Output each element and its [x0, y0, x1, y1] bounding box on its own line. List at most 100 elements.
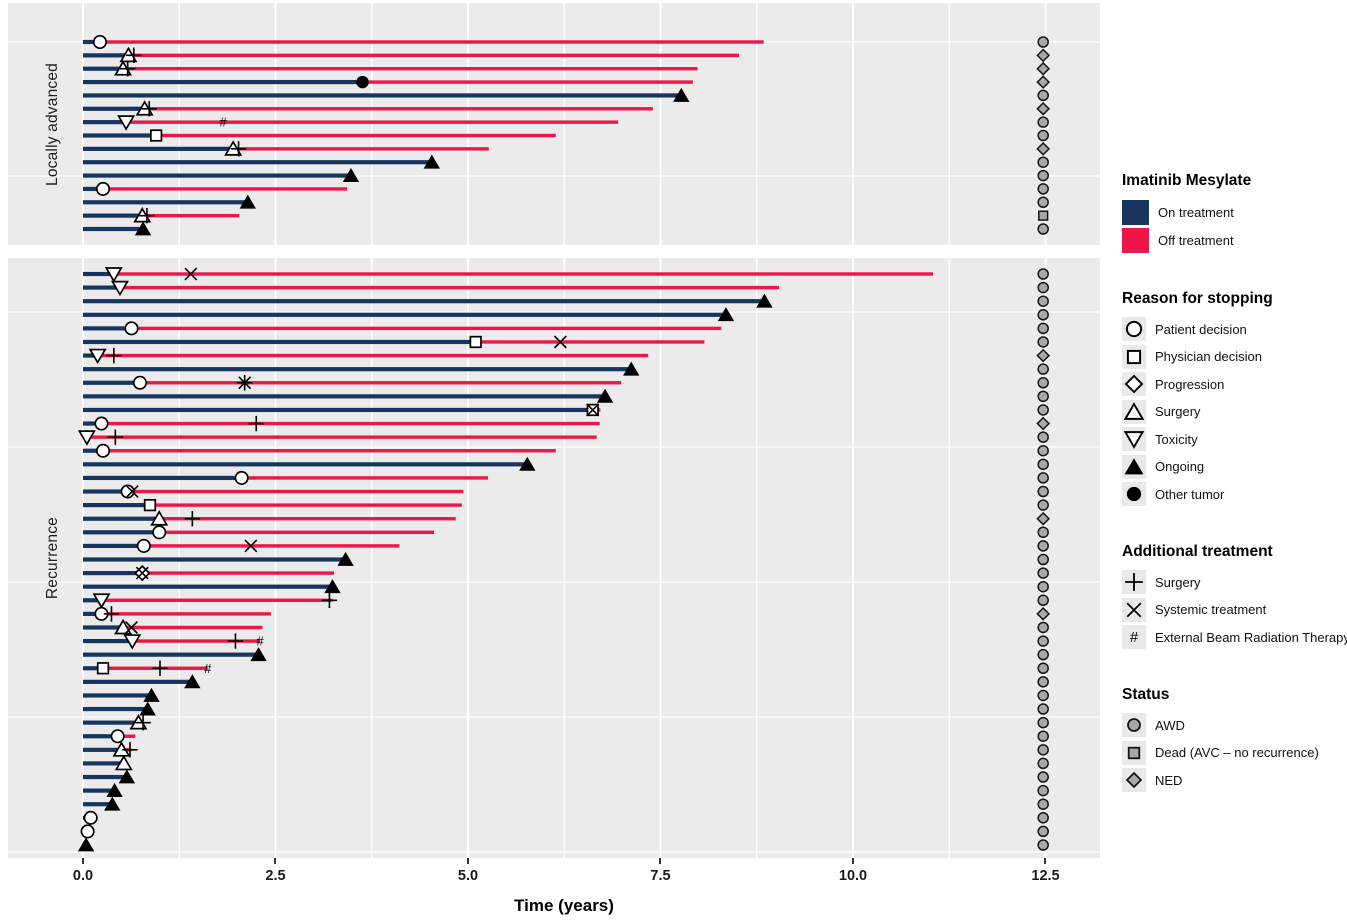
on-treatment-bar: [83, 299, 765, 304]
ongoing-label: Ongoing: [1155, 459, 1205, 474]
awd-status-marker: [1037, 825, 1049, 838]
patient-row: #: [83, 660, 1049, 676]
patient-row: [83, 498, 1049, 512]
legend-item-off-treatment: Off treatment: [1122, 227, 1347, 253]
awd-status-marker: [1037, 757, 1049, 770]
legend-item-surgery-stop: Surgery: [1122, 399, 1347, 424]
patient-row: [83, 403, 1049, 417]
off-treatment-bar: [156, 133, 556, 138]
awd-status-marker: [1037, 812, 1049, 824]
x-tick-label: 10.0: [838, 868, 868, 884]
awd-status-marker: [1037, 223, 1049, 235]
patient-row: [83, 754, 1049, 771]
triangle-down-marker: [123, 634, 142, 650]
patient-row: [83, 484, 1049, 499]
on-treatment-bar: [83, 120, 127, 125]
on-treatment-bar: [83, 802, 113, 807]
ned-status-marker: [1036, 416, 1051, 431]
on-treatment-bar: [83, 584, 333, 589]
filled-triangle-marker: [756, 293, 773, 308]
legend: Imatinib Mesylate On treatment Off treat…: [1122, 172, 1347, 829]
on-treatment-bar: [83, 543, 144, 549]
patient-row: #: [83, 115, 1049, 131]
awd-status-marker: [1037, 635, 1049, 647]
filled-triangle-marker: [717, 307, 735, 322]
swimmer-panel-svg: ##: [8, 258, 1100, 858]
triangle-down-marker: [1123, 431, 1145, 449]
filled-triangle-marker: [134, 221, 152, 236]
awd-status-marker: [1037, 268, 1049, 280]
patient-row: [83, 280, 1049, 297]
x-tick-mark: [852, 858, 854, 864]
patient-row: [83, 456, 1049, 471]
circle-marker: [94, 416, 109, 431]
on-treatment-bar: [83, 530, 160, 535]
awd-label: AWD: [1155, 717, 1185, 733]
on-treatment-bar: [83, 271, 114, 277]
awd-status-marker: [1037, 472, 1049, 484]
circle-marker: [124, 321, 139, 336]
patient-row: [83, 769, 1049, 784]
circle-marker: [132, 375, 148, 390]
off-treatment-bar: [117, 734, 136, 738]
ned-status-marker: [1036, 607, 1051, 621]
patient-row: [83, 551, 1049, 566]
patient-row: [83, 221, 1049, 236]
patient-row: [80, 824, 1049, 839]
on-treatment-bar: [83, 693, 152, 698]
plus-marker: [141, 101, 157, 117]
patient-row: [83, 701, 1049, 716]
awd-status-marker: [1037, 676, 1049, 688]
legend-section-additional: Additional treatment Surgery Systemic tr…: [1122, 543, 1347, 649]
square-marker: [96, 662, 110, 675]
progression-label: Progression: [1155, 376, 1225, 392]
awd-status-circle-icon: [1127, 718, 1141, 732]
patient-row: [83, 293, 1049, 308]
on-treatment-bar: [83, 407, 593, 413]
on-treatment-label: On treatment: [1158, 204, 1234, 220]
on-treatment-bar: [83, 475, 242, 481]
patient-row: [83, 60, 1051, 77]
off-treatment-bar: [86, 435, 597, 439]
on-treatment-bar: [83, 421, 102, 426]
on-treatment-bar: [83, 39, 100, 45]
on-treatment-swatch-icon: [1122, 199, 1149, 225]
x-marker: [586, 403, 600, 417]
off-treatment-bar: [119, 285, 780, 290]
off-treatment-bar: [97, 353, 649, 358]
triangle-down-marker: [104, 267, 123, 283]
circle-marker: [95, 181, 111, 196]
on-treatment-bar: [83, 133, 157, 138]
off-treatment-bar: [475, 340, 705, 344]
patient-row: [83, 592, 1049, 609]
awd-status-marker: [1127, 718, 1141, 732]
x-tick-mark: [82, 858, 84, 864]
off-treatment-bar: [123, 625, 263, 630]
x-marker: [135, 566, 149, 580]
legend-title-status: Status: [1122, 686, 1170, 703]
on-treatment-bar: [83, 679, 193, 684]
awd-status-marker: [1037, 730, 1049, 742]
patient-row: [83, 796, 1049, 811]
awd-status-marker: [1037, 169, 1049, 182]
dead-status-marker: [1038, 210, 1049, 221]
filled-triangle-marker: [118, 769, 136, 784]
awd-status-marker: [1037, 390, 1049, 403]
x-marker: [184, 267, 198, 281]
awd-status-marker: [1037, 183, 1049, 195]
filled-triangle-marker: [519, 456, 536, 471]
off-treatment-bar: [103, 449, 556, 453]
plus-marker: [139, 207, 155, 224]
awd-status-marker: [1037, 703, 1049, 715]
on-treatment-bar: [83, 106, 145, 111]
filled-triangle-marker: [77, 837, 95, 852]
dead-label: Dead (AVC – no recurrence): [1155, 745, 1319, 760]
facet-label-text: Locally advanced: [44, 62, 61, 186]
ned-status-marker: [1036, 511, 1051, 526]
patient-row: [83, 579, 1049, 594]
on-treatment-bar: [83, 788, 115, 793]
on-treatment-bar: [83, 489, 128, 494]
awd-status-marker: [1037, 336, 1049, 348]
filled-triangle-marker: [337, 551, 354, 566]
swimmer-panel-svg: #: [8, 3, 1100, 245]
